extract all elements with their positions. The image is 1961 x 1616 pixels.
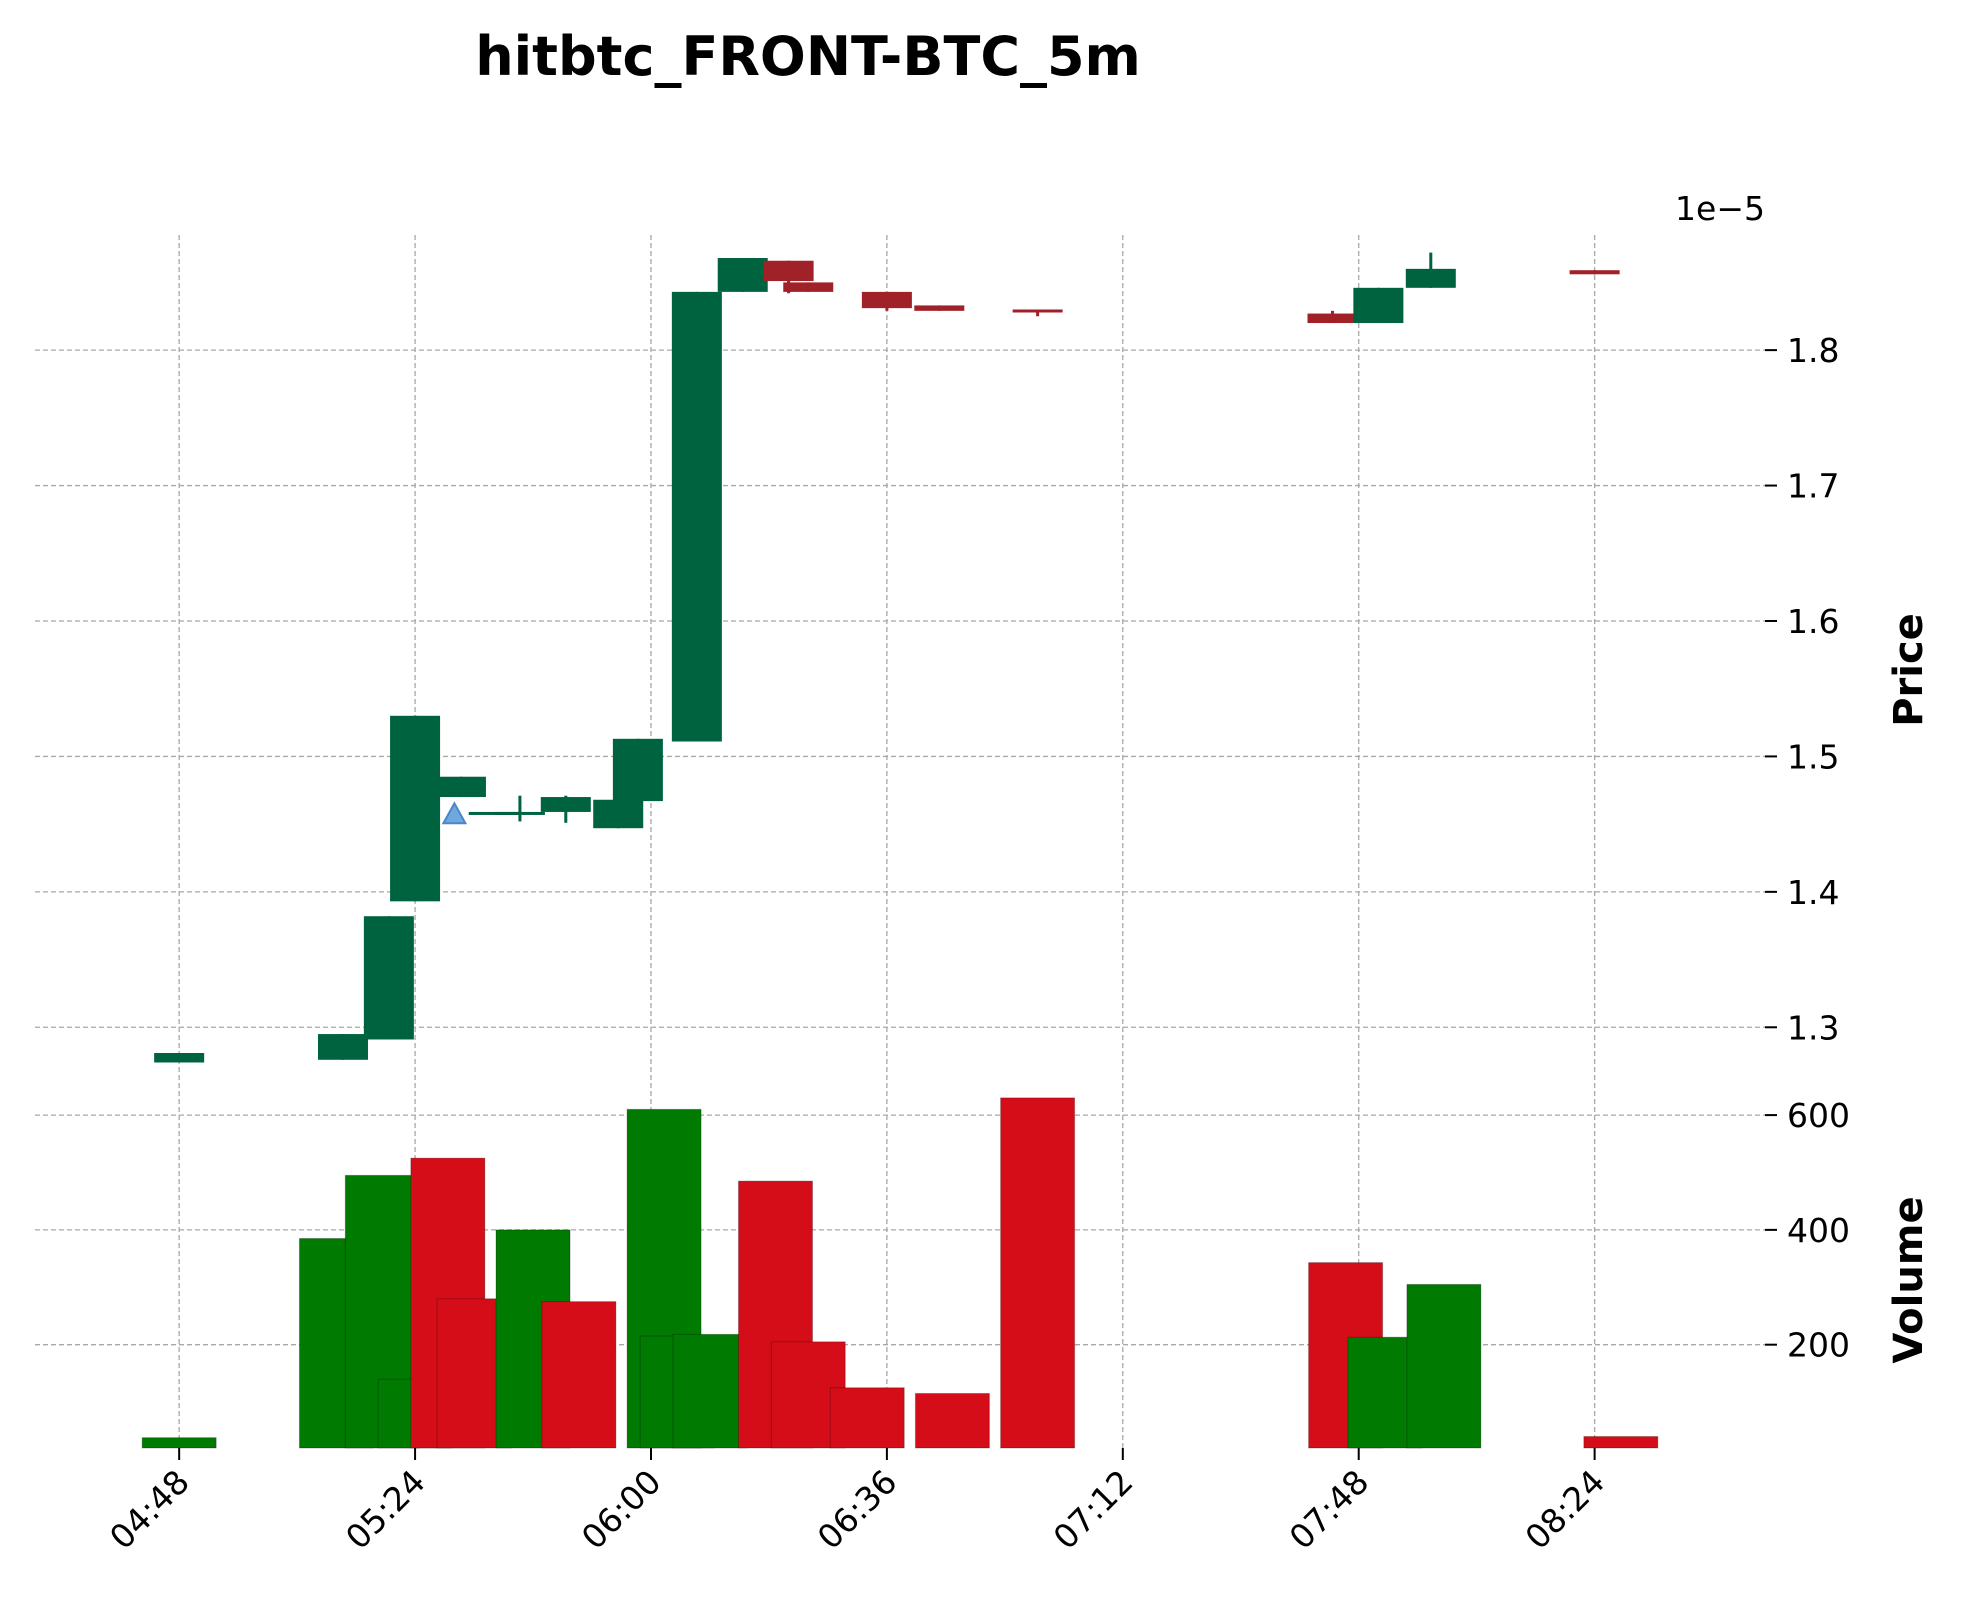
buy-marker — [441, 801, 468, 825]
candle-body — [717, 258, 768, 292]
price-tick-label: 1.7 — [1787, 467, 1839, 506]
candle-layer — [154, 252, 1620, 1063]
candle-body — [593, 799, 644, 829]
volume-tick-label: 600 — [1787, 1096, 1850, 1135]
candle-body — [1569, 270, 1620, 275]
candle-body — [612, 738, 663, 802]
time-tick-label: 06:00 — [574, 1462, 669, 1557]
volume-bar — [1583, 1436, 1659, 1449]
candle-body — [1012, 309, 1063, 313]
candle-body — [763, 260, 814, 282]
volume-tick-label: 200 — [1787, 1326, 1850, 1365]
price-axis-title: Price — [1886, 613, 1932, 727]
candle-body — [914, 305, 965, 311]
candle-body — [317, 1034, 368, 1060]
candle-body — [1307, 313, 1358, 324]
time-tick-label: 08:24 — [1517, 1462, 1612, 1557]
price-tick-label: 1.6 — [1787, 602, 1839, 641]
price-tick-label: 1.8 — [1787, 331, 1839, 370]
volume-tick-label: 400 — [1787, 1211, 1850, 1250]
marker-layer — [441, 801, 468, 825]
time-tick-label: 06:36 — [810, 1462, 905, 1557]
volume-bar — [1406, 1283, 1482, 1449]
candle-body — [671, 291, 722, 742]
volume-bar — [541, 1301, 617, 1449]
time-tick-label: 05:24 — [338, 1462, 433, 1557]
time-tick-label: 04:48 — [102, 1462, 197, 1557]
price-tick-label: 1.3 — [1787, 1008, 1839, 1047]
candle-body — [435, 776, 486, 798]
chart-title: hitbtc_FRONT-BTC_5m — [475, 25, 1141, 88]
volume-bar — [672, 1333, 748, 1449]
price-tick-label: 1.5 — [1787, 737, 1839, 776]
candle-body — [783, 282, 834, 292]
volume-bar — [1000, 1097, 1076, 1449]
volume-bar — [829, 1387, 905, 1449]
candle-body — [494, 811, 545, 815]
time-tick-label: 07:48 — [1282, 1462, 1377, 1557]
candle-body — [1353, 287, 1404, 324]
grid-layer — [35, 235, 1765, 1448]
candle-body — [861, 291, 912, 309]
volume-layer — [141, 1097, 1659, 1449]
volume-axis-title: Volume — [1886, 1196, 1932, 1363]
candle-body — [540, 797, 591, 812]
candle-body — [363, 916, 414, 1040]
candle-body — [390, 715, 441, 902]
candle-body — [154, 1053, 205, 1063]
volume-bar — [914, 1392, 990, 1449]
volume-bar — [141, 1437, 217, 1449]
price-tick-label: 1.4 — [1787, 873, 1839, 912]
time-tick-label: 07:12 — [1046, 1462, 1141, 1557]
candle-body — [468, 811, 519, 815]
price-offset-text: 1e−5 — [1675, 189, 1765, 228]
candle-body — [1405, 268, 1456, 288]
